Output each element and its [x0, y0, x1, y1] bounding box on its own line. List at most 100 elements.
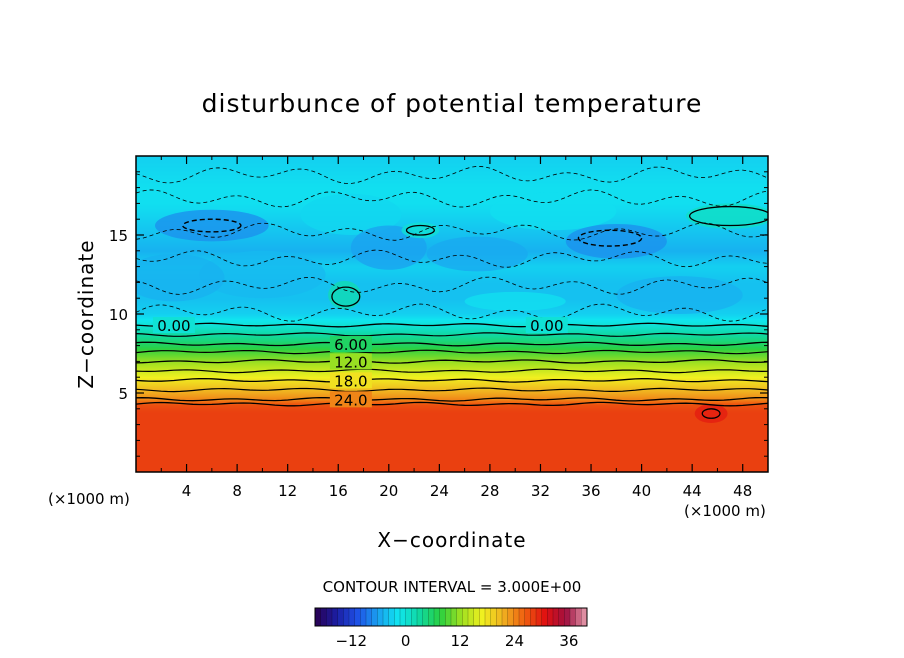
field-band	[136, 407, 768, 411]
field-band	[136, 201, 768, 205]
x-tick-label: 16	[329, 482, 348, 500]
field-band	[136, 181, 768, 185]
field-band	[136, 385, 768, 389]
contour-label: 18.0	[334, 372, 367, 390]
colorbar-segment	[388, 608, 395, 626]
x-tick-label: 48	[733, 482, 752, 500]
field-band	[136, 463, 768, 467]
contour-line-negative	[136, 189, 768, 208]
contour-line	[136, 341, 768, 347]
field-band	[136, 157, 768, 161]
contour-label-bg	[152, 317, 195, 334]
field-band	[136, 405, 768, 409]
colorbar-segment	[439, 608, 446, 626]
contour-label: 0.00	[530, 317, 563, 335]
colorbar-segment	[575, 608, 582, 626]
field-band	[136, 297, 768, 301]
field-band	[136, 275, 768, 279]
colorbar-segment	[473, 608, 480, 626]
colorbar-segment	[570, 608, 577, 626]
contour-line-negative	[136, 249, 768, 268]
colorbar-segment	[502, 608, 509, 626]
field-band	[136, 159, 768, 163]
colorbar-segment	[337, 608, 344, 626]
field-band	[136, 423, 768, 427]
field-band	[136, 229, 768, 233]
field-band	[136, 447, 768, 451]
colorbar-segment	[541, 608, 548, 626]
field-band	[136, 291, 768, 295]
field-band	[136, 411, 768, 415]
field-band	[136, 443, 768, 447]
field-band	[136, 177, 768, 181]
field-band	[136, 235, 768, 239]
field-band	[136, 401, 768, 405]
field-band	[136, 197, 768, 201]
field-band	[136, 375, 768, 379]
field-band	[136, 309, 768, 313]
x-tick-label: 8	[232, 482, 242, 500]
field-band	[136, 189, 768, 193]
field-band	[136, 379, 768, 383]
field-band	[136, 439, 768, 443]
colorbar-segment	[553, 608, 560, 626]
field-band	[136, 409, 768, 413]
field-band	[136, 203, 768, 207]
field-anomaly	[350, 225, 427, 270]
field-anomaly	[426, 236, 528, 272]
y-axis: 5 10 15	[109, 171, 768, 457]
field-band	[136, 295, 768, 299]
colorbar-segment	[422, 608, 429, 626]
colorbar: −12 0 12 24 36	[314, 607, 588, 650]
field-band	[136, 367, 768, 371]
field-band	[136, 175, 768, 179]
colorbar-tick-label: 12	[451, 632, 470, 650]
field-band	[136, 449, 768, 453]
chart-title: disturbunce of potential temperature	[202, 89, 703, 118]
y-unit-label: (×1000 m)	[48, 490, 130, 508]
y-tick-label: 10	[109, 306, 128, 324]
contour-line	[136, 332, 768, 337]
field-band	[136, 303, 768, 307]
colorbar-tick-label: 24	[505, 632, 524, 650]
contour-line	[136, 349, 768, 355]
field-anomaly	[694, 404, 728, 424]
colorbar-segment	[326, 608, 333, 626]
x-tick-label: 28	[480, 482, 499, 500]
field-band	[136, 431, 768, 435]
colorbar-segment	[496, 608, 503, 626]
field-band	[136, 429, 768, 433]
field-band	[136, 383, 768, 387]
contour-label-bg	[329, 372, 372, 389]
colorbar-segment	[456, 608, 463, 626]
colorbar-segment	[564, 608, 571, 626]
colorbar-segment	[530, 608, 537, 626]
field-band	[136, 365, 768, 369]
colorbar-segment	[513, 608, 520, 626]
field-anomaly	[489, 192, 617, 231]
field-anomaly	[464, 291, 566, 311]
y-tick-label: 15	[109, 227, 128, 245]
field-band	[136, 161, 768, 165]
field-band	[136, 381, 768, 385]
colorbar-segment	[524, 608, 531, 626]
field-band	[136, 425, 768, 429]
y-tick-label: 5	[118, 385, 128, 403]
field-anomaly	[616, 276, 743, 314]
field-band	[136, 441, 768, 445]
field-band	[136, 199, 768, 203]
x-axis-label: X−coordinate	[377, 528, 526, 552]
field-anomalies	[136, 192, 768, 424]
field-band	[136, 167, 768, 171]
x-tick-label: 36	[581, 482, 600, 500]
field-band	[136, 169, 768, 173]
field-band	[136, 223, 768, 227]
field-band	[136, 207, 768, 211]
contour-line	[136, 322, 768, 328]
field-band	[136, 211, 768, 215]
colorbar-segment	[411, 608, 418, 626]
color-field	[136, 156, 768, 472]
contour-line	[136, 387, 768, 393]
